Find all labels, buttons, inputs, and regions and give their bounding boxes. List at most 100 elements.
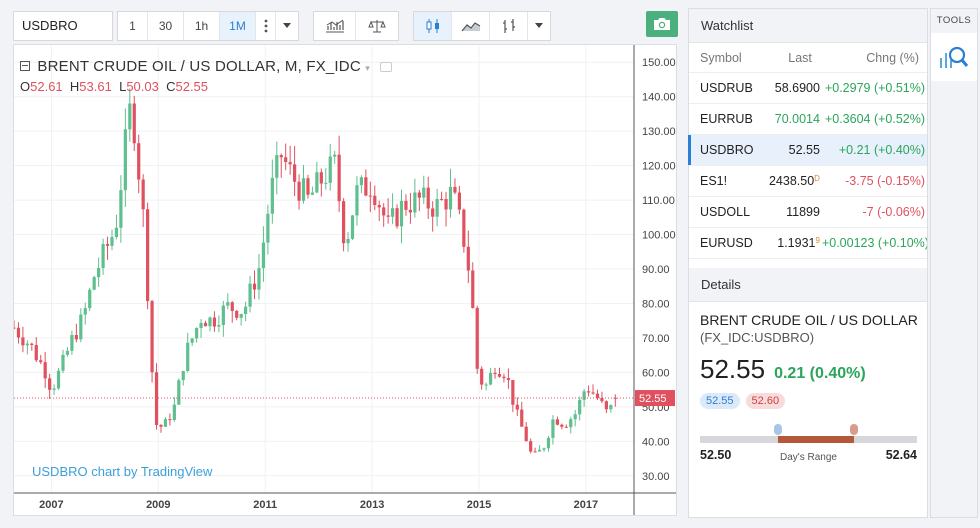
indicators-icon[interactable]	[314, 11, 356, 40]
interval-1m-button[interactable]: 1M	[220, 11, 256, 40]
details-name: BRENT CRUDE OIL / US DOLLAR (FX_IDC:USDB…	[689, 302, 927, 346]
range-fill	[778, 436, 855, 443]
chart-panel[interactable]: 150.00 140.00 130.00 120.00 110.00 100.00 90.0…	[13, 44, 677, 516]
collapse-icon[interactable]	[20, 61, 30, 71]
chevron-down-icon[interactable]: ▾	[365, 63, 370, 73]
search-chart-icon[interactable]	[931, 33, 977, 81]
interval-30-button[interactable]: 30	[148, 11, 184, 40]
candle-body	[208, 317, 212, 327]
candle-body	[172, 404, 176, 420]
candle-body	[480, 368, 484, 385]
candle-body	[25, 343, 29, 346]
watchlist-row[interactable]: EURUSD 1.19319 +0.00123 (+0.10%)	[689, 228, 927, 259]
eye-icon[interactable]	[380, 62, 393, 72]
candle-body	[52, 388, 56, 390]
candle-body	[337, 154, 341, 202]
candle-body	[293, 164, 297, 182]
symbol-description: BRENT CRUDE OIL / US DOLLAR, M, FX_IDC	[37, 58, 361, 75]
candle-body	[83, 308, 87, 315]
candle-body	[555, 419, 559, 425]
candlestick-chart[interactable]: 150.00 140.00 130.00 120.00 110.00 100.00 90.0…	[14, 45, 676, 515]
watchlist-last: 58.6900	[774, 81, 820, 95]
candle-body	[484, 384, 488, 386]
candle-body	[261, 242, 266, 269]
camera-icon[interactable]	[646, 11, 678, 37]
candle-body	[74, 335, 78, 340]
bid-badge: 52.55	[700, 393, 740, 409]
watchlist-row[interactable]: ES1! 2438.50D -3.75 (-0.15%)	[689, 166, 927, 197]
candle-body	[266, 213, 270, 243]
bars-icon[interactable]	[490, 11, 528, 40]
candle-body	[417, 192, 421, 198]
low-value: 50.03	[126, 79, 159, 94]
candle-body	[123, 129, 127, 191]
candle-body	[373, 195, 377, 205]
candle-body	[408, 209, 413, 213]
y-tick-label: 110.00	[642, 195, 675, 207]
candle-body	[288, 162, 292, 165]
candle-body	[306, 178, 310, 195]
watchlist-row[interactable]: USDRUB 58.6900 +0.2979 (+0.51%)	[689, 73, 927, 104]
candle-body	[257, 268, 261, 290]
candle-body	[30, 343, 34, 345]
watchlist-symbol: USDOLL	[700, 205, 751, 219]
chevron-down-icon[interactable]	[528, 12, 550, 40]
range-label: Day's Range	[780, 452, 837, 463]
candle-body	[221, 305, 225, 325]
line-chart-icon[interactable]	[452, 11, 490, 40]
candle-body	[315, 172, 319, 193]
candle-body	[604, 401, 608, 410]
column-symbol[interactable]: Symbol	[700, 50, 742, 65]
candle-body	[395, 208, 399, 227]
candle-body	[573, 414, 577, 420]
candle-body	[114, 227, 119, 238]
candle-body	[422, 187, 426, 198]
candle-body	[533, 451, 537, 453]
watchlist-symbol: ES1!	[700, 174, 728, 188]
candle-body	[497, 374, 502, 377]
watchlist-last: 70.0014	[774, 112, 820, 126]
chevron-down-icon[interactable]	[276, 12, 298, 40]
y-tick-label: 100.00	[642, 230, 676, 242]
interval-1h-button[interactable]: 1h	[184, 11, 220, 40]
watchlist-change: +0.00123 (+0.10%)	[821, 236, 928, 250]
indicator-group	[313, 10, 399, 41]
y-tick-label: 40.00	[642, 436, 670, 448]
candle-body	[600, 397, 604, 402]
watchlist-last: 1.19319	[777, 236, 820, 250]
candle-body	[39, 360, 43, 363]
candle-body	[275, 155, 279, 178]
candle-body	[542, 448, 546, 450]
candles-icon[interactable]	[414, 11, 452, 40]
close-label: C	[166, 79, 176, 94]
right-panel: Watchlist Symbol Last Chng (%) USDRUB 58.…	[688, 8, 928, 518]
candle-body	[141, 179, 145, 210]
column-change[interactable]: Chng (%)	[866, 50, 919, 65]
low-label: L	[119, 79, 127, 94]
candle-body	[355, 185, 359, 216]
watchlist-header[interactable]: Watchlist	[689, 9, 927, 43]
tools-tab[interactable]: TOOLS	[936, 15, 972, 26]
watchlist-row[interactable]: EURRUB 70.0014 +0.3604 (+0.52%)	[689, 104, 927, 135]
more-vertical-icon[interactable]	[256, 11, 276, 40]
candle-body	[328, 156, 332, 183]
column-last[interactable]: Last	[788, 50, 812, 65]
candle-body	[515, 404, 519, 410]
candle-body	[359, 177, 364, 186]
candle-body	[132, 103, 136, 144]
watchlist-row[interactable]: USDBRO 52.55 +0.21 (+0.40%)	[688, 135, 927, 166]
interval-1-button[interactable]: 1	[118, 11, 148, 40]
watchlist-row[interactable]: USDOLL 11899 -7 (-0.06%)	[689, 197, 927, 228]
watchlist-last: 11899	[786, 205, 820, 219]
candle-body	[346, 238, 350, 244]
candle-body	[564, 426, 568, 428]
tradingview-watermark-link[interactable]: USDBRO chart by TradingView	[32, 464, 213, 479]
candle-body	[146, 209, 150, 302]
symbol-input[interactable]: USDBRO	[13, 10, 113, 41]
candle-body	[190, 338, 194, 343]
candle-body	[413, 192, 417, 213]
details-header[interactable]: Details	[689, 268, 927, 302]
candle-body	[319, 172, 323, 184]
y-tick-label: 130.00	[642, 126, 676, 138]
compare-icon[interactable]	[356, 12, 398, 40]
